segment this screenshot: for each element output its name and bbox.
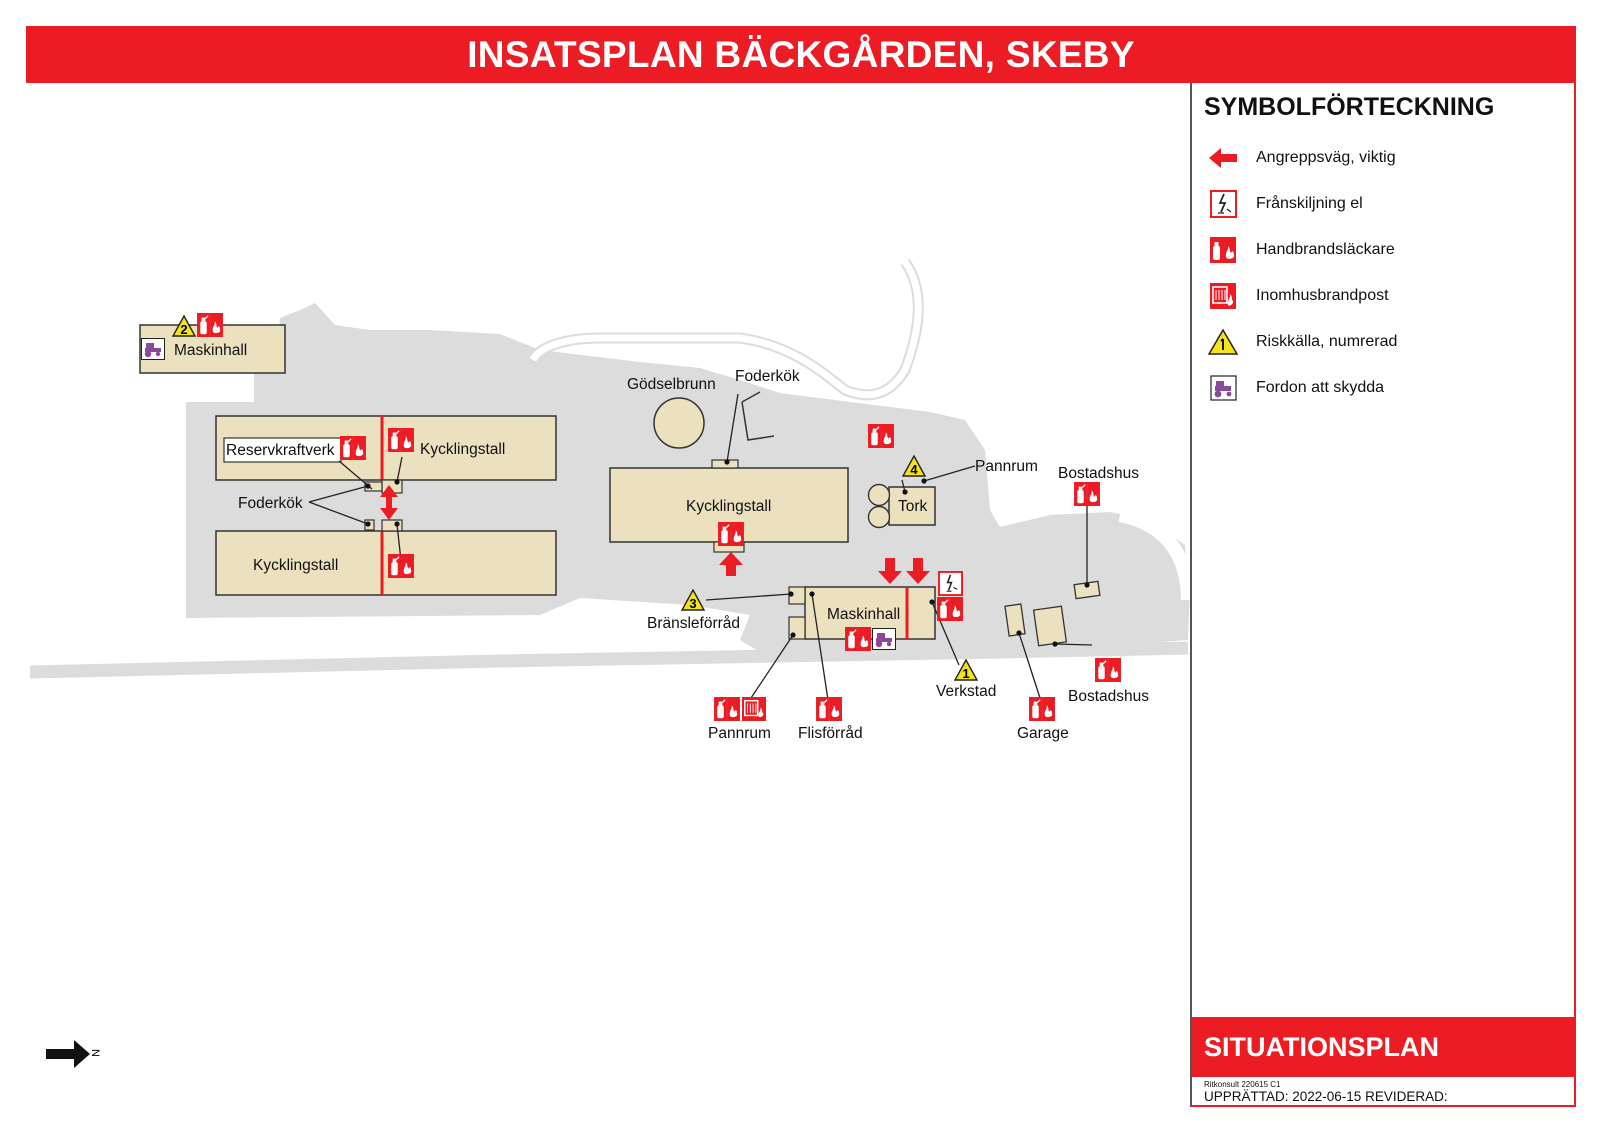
risk-number: 3 [689,596,696,611]
building-bostadshus-bottom [1032,605,1068,647]
building-kycklingstall-2 [215,530,557,596]
page-title: INSATSPLAN BÄCKGÅRDEN, SKEBY [26,26,1576,83]
fire-extinguisher-icon [340,436,353,460]
flame-icon [731,522,744,546]
fire-extinguisher-icon [388,554,401,578]
attack-arrows [380,485,930,584]
building-garage [1004,603,1026,637]
company-stamp: Ritkonsult 220615 C1 [1204,1080,1281,1089]
legend-panel: SYMBOLFÖRTECKNING Angreppsväg, viktig Fr… [1190,83,1576,1107]
map-labels: Maskinhall Reservkraftverk Kycklingstall… [174,342,1149,742]
vehicle-icon [1210,375,1237,401]
hazard-triangles: 2 3 4 1 [172,315,978,681]
electric-disconnect-icon [938,571,963,596]
legend-label: Handbrandsläckare [1256,241,1395,258]
fire-extinguisher-icon [718,522,731,546]
fire-extinguisher-icon [1074,482,1087,506]
risk-number: 1 [962,666,969,681]
vehicle-icon [141,338,165,360]
label-verkstad: Verkstad [936,683,996,700]
foderkok-silo [741,391,775,441]
fire-extinguisher-icon [845,627,858,651]
label-kycklingstall-3: Kycklingstall [686,498,771,515]
flame-icon [1108,658,1121,682]
label-flisforrad: Flisförråd [798,725,863,742]
flame-icon [353,436,366,460]
electric-disconnect-icon [1210,190,1237,218]
leader-lines [308,393,1093,701]
risk-number: 2 [180,322,187,337]
label-reservkraftverk: Reservkraftverk [226,442,335,459]
label-foderkok-mid: Foderkök [735,368,800,385]
legend-item-electric: Frånskiljning el [1206,189,1363,219]
legend-label: Angreppsväg, viktig [1256,149,1396,166]
label-kycklingstall-1: Kycklingstall [420,441,505,458]
legend-label: Fordon att skydda [1256,379,1385,396]
label-garage: Garage [1017,725,1069,742]
north-arrow-icon [46,1040,90,1068]
plan-type-banner: SITUATIONSPLAN [1192,1017,1574,1077]
leader-dots [365,459,1090,647]
flame-icon [727,697,740,721]
label-bransleforrad: Bränsleförråd [647,615,740,632]
legend-label: Riskkälla, numrerad [1256,333,1398,350]
site-map: 2 3 4 1 Maskinhall Reservkraftverk Kyckl… [29,258,1190,1068]
road [29,641,1189,679]
attack-arrow-icon [719,552,743,576]
north-label: N [89,1049,101,1057]
fire-hose-icon [1210,283,1236,309]
fire-extinguisher-icon [816,697,829,721]
flame-icon [401,428,414,452]
legend-item-hazard: Riskkälla, numrerad [1206,327,1397,357]
building-tork [867,483,936,529]
legend-title: SYMBOLFÖRTECKNING [1204,93,1495,121]
flame-icon [210,313,223,337]
label-pannrum-top: Pannrum [975,458,1038,475]
attack-arrow-icon [906,558,930,584]
fire-extinguisher-icon [1029,697,1042,721]
label-godselbrunn: Gödselbrunn [627,376,716,393]
attack-arrow-icon [1209,148,1237,168]
hazard-triangle-icon [1207,328,1239,355]
vehicle-icon [872,628,896,650]
fire-extinguisher-icon [714,697,727,721]
date-line: UPPRÄTTAD: 2022-06-15 REVIDERAD: [1204,1089,1448,1104]
label-foderkok-left: Foderkök [238,495,303,512]
flame-icon [829,697,842,721]
flame-icon [950,597,963,621]
legend-item-vehicle: Fordon att skydda [1206,373,1384,403]
label-pannrum-bottom: Pannrum [708,725,771,742]
legend-item-extinguisher: Handbrandsläckare [1206,235,1395,265]
north-arrow: N [46,1040,101,1068]
fire-extinguisher-icon [1210,237,1236,263]
flame-icon [881,424,894,448]
label-maskinhall-main: Maskinhall [827,606,900,623]
legend-item-hose: Inomhusbrandpost [1206,281,1389,311]
fire-extinguisher-icon [937,597,950,621]
fire-extinguisher-icon [197,313,210,337]
legend-label: Frånskiljning el [1256,195,1363,212]
flame-icon [1087,482,1100,506]
flame-icon [1042,697,1055,721]
label-maskinhall-nw: Maskinhall [174,342,247,359]
building-reservkraftverk [223,437,342,463]
label-tork: Tork [898,498,928,515]
godselbrunn-tank [653,397,705,449]
fire-extinguisher-icon [388,428,401,452]
attack-arrow-icon [380,485,398,520]
legend-item-attack-route: Angreppsväg, viktig [1206,143,1396,173]
flame-icon [858,627,871,651]
legend-label: Inomhusbrandpost [1256,287,1389,304]
label-bostadshus-top: Bostadshus [1058,465,1139,482]
fire-extinguisher-icon [1095,658,1108,682]
label-kycklingstall-2: Kycklingstall [253,557,338,574]
risk-number: 4 [910,462,918,477]
fire-extinguisher-icon [868,424,881,448]
label-bostadshus-bottom: Bostadshus [1068,688,1149,705]
attack-arrow-icon [878,558,902,584]
fire-hose-icon [741,697,767,721]
flame-icon [401,554,414,578]
driveway [528,258,924,401]
